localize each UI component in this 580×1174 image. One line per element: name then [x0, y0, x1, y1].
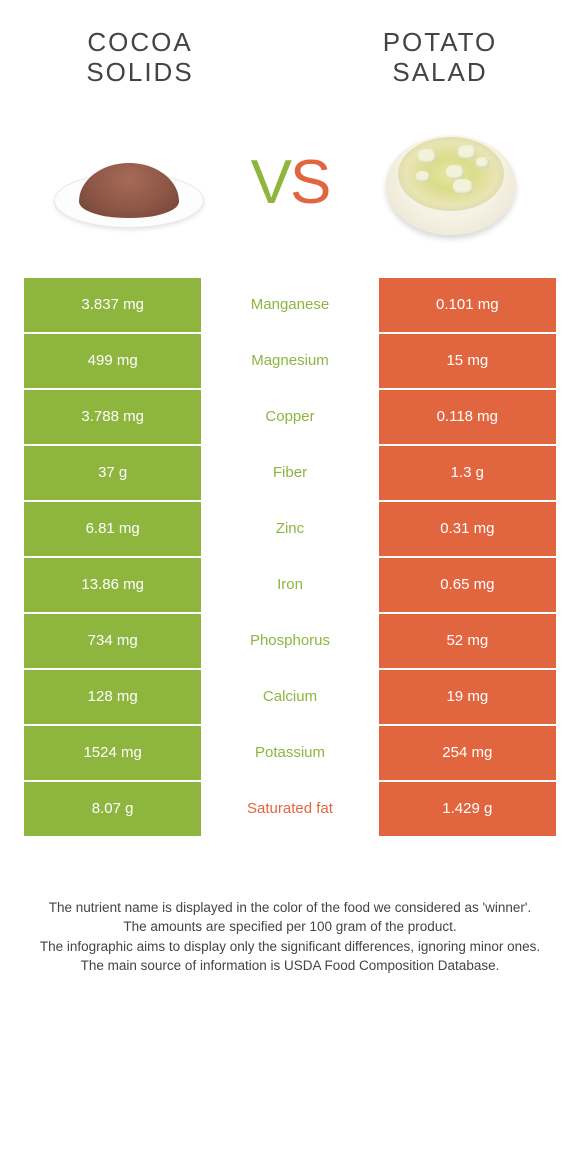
- vs-s-letter: S: [290, 148, 329, 217]
- vs-v-letter: V: [251, 148, 290, 217]
- footer-line: The infographic aims to display only the…: [34, 937, 546, 957]
- right-title-line1: Potato: [383, 27, 498, 57]
- left-value-cell: 128 mg: [24, 670, 201, 724]
- table-row: 499 mg Magnesium 15 mg: [24, 334, 556, 388]
- nutrient-name: Potassium: [255, 744, 325, 761]
- table-row: 13.86 mg Iron 0.65 mg: [24, 558, 556, 612]
- right-value-cell: 0.31 mg: [379, 502, 556, 556]
- table-row: 3.788 mg Copper 0.118 mg: [24, 390, 556, 444]
- nutrient-name: Fiber: [273, 464, 307, 481]
- left-value-cell: 499 mg: [24, 334, 201, 388]
- left-food-title: Cocoa Solids: [40, 28, 240, 88]
- left-value-cell: 734 mg: [24, 614, 201, 668]
- table-row: 8.07 g Saturated fat 1.429 g: [24, 782, 556, 836]
- potato-salad-image: [376, 128, 526, 238]
- right-value-cell: 254 mg: [379, 726, 556, 780]
- right-value-cell: 0.118 mg: [379, 390, 556, 444]
- table-row: 37 g Fiber 1.3 g: [24, 446, 556, 500]
- nutrient-name: Manganese: [251, 296, 329, 313]
- table-row: 1524 mg Potassium 254 mg: [24, 726, 556, 780]
- nutrient-name-cell: Zinc: [201, 502, 378, 556]
- nutrient-name: Saturated fat: [247, 800, 333, 817]
- left-value-cell: 1524 mg: [24, 726, 201, 780]
- nutrient-name-cell: Phosphorus: [201, 614, 378, 668]
- table-row: 3.837 mg Manganese 0.101 mg: [24, 278, 556, 332]
- nutrient-name-cell: Magnesium: [201, 334, 378, 388]
- table-row: 128 mg Calcium 19 mg: [24, 670, 556, 724]
- nutrient-name: Copper: [265, 408, 314, 425]
- table-row: 6.81 mg Zinc 0.31 mg: [24, 502, 556, 556]
- right-value-cell: 15 mg: [379, 334, 556, 388]
- right-value-cell: 0.65 mg: [379, 558, 556, 612]
- nutrient-name-cell: Calcium: [201, 670, 378, 724]
- right-food-title: Potato Salad: [340, 28, 540, 88]
- left-title-line2: Solids: [86, 57, 193, 87]
- nutrient-name: Magnesium: [251, 352, 329, 369]
- left-title-line1: Cocoa: [87, 27, 192, 57]
- right-title-line2: Salad: [392, 57, 487, 87]
- nutrient-name-cell: Fiber: [201, 446, 378, 500]
- nutrient-name-cell: Manganese: [201, 278, 378, 332]
- right-value-cell: 1.3 g: [379, 446, 556, 500]
- right-value-cell: 52 mg: [379, 614, 556, 668]
- nutrient-name-cell: Copper: [201, 390, 378, 444]
- footer-line: The amounts are specified per 100 gram o…: [34, 917, 546, 937]
- footer-line: The main source of information is USDA F…: [34, 956, 546, 976]
- nutrient-name-cell: Saturated fat: [201, 782, 378, 836]
- nutrient-name-cell: Potassium: [201, 726, 378, 780]
- footer-notes: The nutrient name is displayed in the co…: [0, 838, 580, 976]
- right-value-cell: 1.429 g: [379, 782, 556, 836]
- infographic-container: Cocoa Solids Potato Salad VS: [0, 0, 580, 976]
- nutrient-name: Zinc: [276, 520, 304, 537]
- nutrient-name-cell: Iron: [201, 558, 378, 612]
- left-value-cell: 3.788 mg: [24, 390, 201, 444]
- left-value-cell: 37 g: [24, 446, 201, 500]
- nutrient-name: Iron: [277, 576, 303, 593]
- images-row: VS: [0, 98, 580, 278]
- comparison-table: 3.837 mg Manganese 0.101 mg 499 mg Magnesium…: [0, 278, 580, 836]
- left-value-cell: 13.86 mg: [24, 558, 201, 612]
- title-row: Cocoa Solids Potato Salad: [0, 0, 580, 98]
- right-value-cell: 0.101 mg: [379, 278, 556, 332]
- footer-line: The nutrient name is displayed in the co…: [34, 898, 546, 918]
- table-row: 734 mg Phosphorus 52 mg: [24, 614, 556, 668]
- left-value-cell: 3.837 mg: [24, 278, 201, 332]
- right-value-cell: 19 mg: [379, 670, 556, 724]
- vs-label: VS: [251, 147, 330, 218]
- left-value-cell: 6.81 mg: [24, 502, 201, 556]
- cocoa-image: [54, 128, 204, 238]
- nutrient-name: Phosphorus: [250, 632, 330, 649]
- left-value-cell: 8.07 g: [24, 782, 201, 836]
- nutrient-name: Calcium: [263, 688, 317, 705]
